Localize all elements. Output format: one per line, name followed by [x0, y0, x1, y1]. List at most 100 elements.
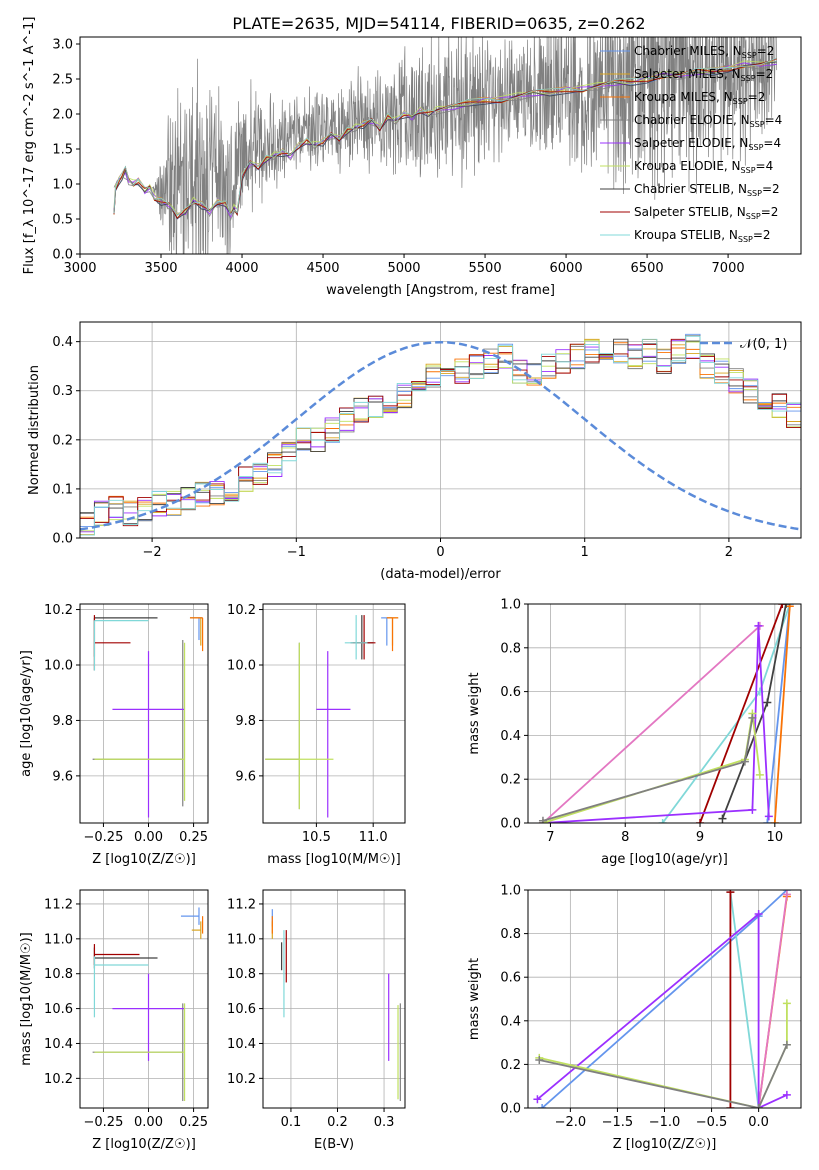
legend-label: Salpeter ELODIE, NSSP=4 [634, 136, 781, 152]
y-tick-label: 0.4 [52, 335, 73, 350]
y-tick-label: 10.2 [227, 1072, 256, 1087]
mass-weight-line [729, 892, 760, 1108]
y-tick-label: 10.0 [44, 658, 73, 673]
plus-marker [535, 1056, 544, 1065]
plus-marker [782, 999, 791, 1008]
plus-marker [754, 1104, 763, 1108]
legend-label: Salpeter MILES, NSSP=2 [634, 67, 773, 83]
error-bar-point [191, 921, 202, 939]
legend-label: Kroupa MILES, NSSP=2 [634, 90, 765, 106]
error-bar-point [189, 617, 204, 652]
error-bar-point [180, 907, 200, 925]
histogram-step [80, 333, 801, 538]
legend-label: Chabrier STELIB, NSSP=2 [634, 182, 780, 198]
axes-frame [79, 603, 209, 824]
plus-marker [538, 1104, 547, 1108]
x-tick-label: 10 [767, 830, 784, 845]
y-tick-label: 0.2 [500, 773, 521, 788]
x-tick-label: 0.3 [374, 1115, 395, 1130]
error-bar-point [350, 615, 374, 660]
y-axis-label: age [log10(age/yr)] [19, 650, 34, 777]
error-bar-point [94, 642, 186, 801]
data-spectrum-line [113, 37, 778, 254]
axes-frame [527, 603, 802, 824]
x-axis-label: wavelength [Angstrom, rest frame] [326, 283, 555, 298]
x-tick-label: −0.25 [84, 1115, 124, 1130]
axes-frame [79, 889, 209, 1109]
y-tick-label: 0.0 [500, 1102, 521, 1117]
plus-marker [658, 819, 667, 823]
mass-weight-line [542, 625, 761, 823]
x-axis-label: mass [log10(M/M☉)] [267, 852, 400, 867]
y-tick-label: 10.4 [44, 1037, 73, 1052]
mass-weight-line [773, 606, 791, 823]
plus-marker [754, 621, 763, 630]
x-tick-label: 0.00 [134, 830, 163, 845]
y-tick-label: 0.3 [52, 384, 73, 399]
mass-weight-line [539, 1003, 788, 1108]
y-tick-label: 10.8 [227, 967, 256, 982]
mass-weight-line [542, 717, 754, 822]
x-tick-label: −2 [143, 545, 162, 560]
histogram-step [80, 335, 801, 538]
x-tick-label: 6000 [550, 261, 583, 276]
x-tick-label: 4000 [225, 261, 258, 276]
panel-mass_vs_Z: −0.25 0.00 0.25 10.2 10.4 10.6 10.8 11.0 11.2 Z [… [19, 889, 209, 1152]
x-axis-label: (data-model)/error [380, 567, 501, 582]
y-tick-label: 0.4 [500, 729, 521, 744]
error-bar-point [381, 617, 393, 646]
plus-marker [718, 814, 727, 823]
error-bar-point [265, 642, 300, 810]
y-tick-label: 10.6 [44, 1002, 73, 1017]
x-axis-label: Z [log10(Z/Z☉)] [92, 852, 196, 867]
plus-marker [764, 812, 773, 821]
error-bar-point [344, 615, 368, 660]
error-bar-point [112, 973, 185, 1061]
y-tick-label: 11.0 [227, 932, 256, 947]
x-tick-label: 0.00 [134, 1115, 163, 1130]
y-tick-label: 1.0 [52, 178, 73, 193]
plot-area [263, 604, 405, 823]
x-tick-label: 3000 [63, 261, 96, 276]
y-tick-label: 0.0 [52, 532, 73, 547]
panel-age_vs_mass: 10.5 11.0 9.6 9.8 10.0 10.2 mass [log10(M/M☉)] [227, 603, 406, 867]
panel-massweight_vs_Z: −2.0 −1.5 −1.0 −0.5 0.0 0.0 0.2 0.4 0.6 0.8 1.0 Z [… [467, 884, 802, 1152]
x-tick-label: 7000 [712, 261, 745, 276]
error-bar-point [93, 956, 149, 1018]
x-tick-label: 3500 [144, 261, 177, 276]
panel-spectrum: Chabrier MILES, NSSP=2 Salpeter MILES, NS… [22, 17, 802, 298]
y-tick-label: 0.8 [500, 927, 521, 942]
y-axis-label: mass weight [467, 958, 482, 1040]
y-tick-label: 9.6 [235, 769, 256, 784]
legend-label: Kroupa ELODIE, NSSP=4 [634, 159, 773, 175]
error-bar-point [94, 1003, 186, 1102]
plot-area [528, 890, 801, 1108]
y-tick-label: 0.4 [500, 1014, 521, 1029]
plus-marker [782, 1090, 791, 1099]
plus-marker [740, 757, 749, 766]
y-tick-label: 0.2 [500, 1058, 521, 1073]
y-tick-label: 10.2 [44, 603, 73, 618]
plot-area [80, 604, 208, 823]
plus-marker [778, 604, 787, 608]
y-axis-label: Flux [f_λ 10^-17 erg cm^-2 s^-1 A^-1] [22, 17, 37, 275]
mass-weight-line [766, 604, 791, 823]
y-tick-label: 0.8 [500, 641, 521, 656]
plus-marker [533, 1095, 542, 1104]
model-spectrum-line [113, 61, 777, 220]
y-tick-label: 2.0 [52, 108, 73, 123]
x-tick-label: 0.25 [179, 830, 208, 845]
x-axis-label: Z [log10(Z/Z☉)] [613, 1137, 717, 1152]
panel-massweight_vs_age: 7 8 9 10 0.0 0.2 0.4 0.6 0.8 1.0 age [log10(age/yr… [467, 598, 802, 867]
x-tick-label: 9 [696, 830, 704, 845]
plot-area [528, 604, 801, 823]
x-tick-label: 11.0 [359, 830, 388, 845]
error-bar-point [112, 651, 185, 818]
x-tick-label: 5000 [387, 261, 420, 276]
mass-weight-line [539, 1044, 788, 1108]
y-tick-label: 10.8 [44, 967, 73, 982]
plus-marker [785, 604, 794, 611]
panel-residuals: 𝒩(0, 1) −2 −1 0 1 2 0.0 0.1 0.2 0.3 0.4 (data-model… [27, 321, 802, 582]
gaussian-curve [80, 340, 801, 531]
plus-marker [726, 1104, 735, 1108]
